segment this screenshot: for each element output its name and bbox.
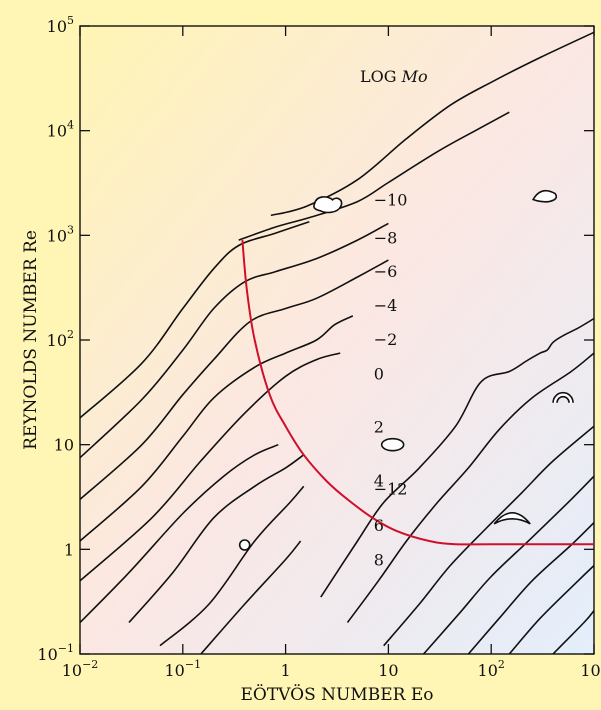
series-curve-10 xyxy=(200,540,302,654)
series-label-0: −12 xyxy=(374,479,408,498)
series-label-10: 8 xyxy=(374,551,384,570)
series-curve-6 xyxy=(80,352,341,582)
series-label-8: 4 xyxy=(374,471,384,490)
series-label-4: −4 xyxy=(374,296,398,315)
c-mid-7 xyxy=(552,610,594,654)
series-curve-8 xyxy=(128,454,305,624)
bubbles-layer xyxy=(238,189,574,551)
series-curve-7 xyxy=(80,443,279,624)
series-label-9: 6 xyxy=(374,516,384,535)
regime-boundary xyxy=(241,240,594,546)
bubble-spherical-cap-icon xyxy=(531,189,558,203)
labels-layer: −12 −10 −8 −6 −4 −2 0 2 4 6 8 xyxy=(374,191,408,570)
y-tick-label-5: 104 xyxy=(47,119,74,141)
series-curve-3 xyxy=(80,222,389,459)
bubble-skirted-icon xyxy=(552,391,574,403)
series-curve-2 xyxy=(80,220,310,419)
bubble-sphere-icon xyxy=(238,539,251,551)
bubble-wobbling-icon xyxy=(313,196,343,214)
y-tick-label-3: 102 xyxy=(47,328,74,350)
series-curve-9 xyxy=(159,485,305,647)
y-tick-label-0: 10−1 xyxy=(37,642,74,664)
bubble-ellipsoid-icon xyxy=(380,437,405,452)
legend-title: LOG Mo xyxy=(360,67,428,86)
c-mid-4 xyxy=(423,475,594,654)
series-curve-1 xyxy=(238,111,510,241)
x-tick-label-5: 103 xyxy=(580,658,601,680)
curves-layer xyxy=(80,31,594,654)
y-tick-label-1: 1 xyxy=(64,540,74,559)
series-label-3: −6 xyxy=(374,262,398,281)
c-mid-5 xyxy=(467,522,594,654)
y-tick-label-2: 10 xyxy=(54,436,74,455)
bubble-dimpled-cap-icon xyxy=(493,512,531,525)
series-label-7: 2 xyxy=(374,418,384,437)
x-tick-label-2: 1 xyxy=(281,661,291,680)
c-mid-1 xyxy=(320,317,594,598)
y-tick-label-6: 105 xyxy=(47,14,74,36)
series-label-5: −2 xyxy=(374,330,398,349)
plot-area xyxy=(79,25,595,655)
x-tick-label-4: 102 xyxy=(478,658,505,680)
series-label-1: −10 xyxy=(374,191,408,210)
y-tick-label-4: 103 xyxy=(47,223,74,245)
y-axis-label: REYNOLDS NUMBER Re xyxy=(21,230,41,450)
c-mid-6 xyxy=(508,564,594,654)
series-curve-0 xyxy=(270,31,594,217)
series-curve-5 xyxy=(80,315,354,542)
series-curve-4 xyxy=(80,259,389,500)
c-mid-3 xyxy=(383,425,594,647)
c-mid-2 xyxy=(346,352,594,623)
series-label-2: −8 xyxy=(374,228,398,247)
series-label-6: 0 xyxy=(374,364,384,383)
x-tick-label-0: 10−2 xyxy=(62,658,99,680)
x-tick-label-3: 10 xyxy=(378,661,398,680)
x-tick-label-1: 10−1 xyxy=(165,658,202,680)
x-axis-label: EÖTVÖS NUMBER Eo xyxy=(240,684,433,705)
